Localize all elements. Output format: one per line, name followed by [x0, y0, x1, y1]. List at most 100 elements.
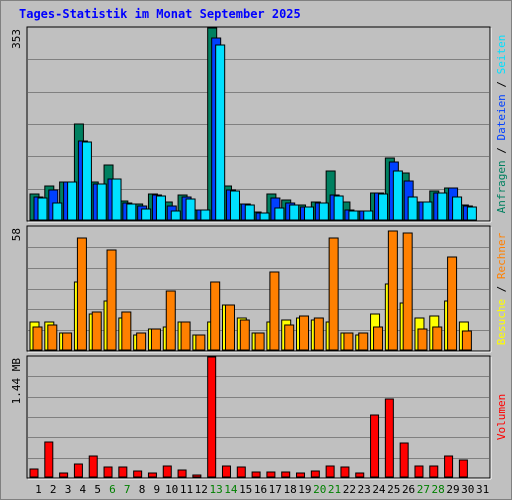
- bar-volumen-day-30: [458, 459, 468, 478]
- xtick-day-15: 15: [239, 483, 252, 496]
- bar-volumen-day-12: [192, 474, 202, 478]
- bar-seiten-day-22: [348, 210, 359, 221]
- bar-rechner-day-10: [165, 290, 176, 351]
- xtick-day-21: 21: [328, 483, 341, 496]
- legend-entry-sep: /: [495, 147, 508, 160]
- xtick-day-4: 4: [80, 483, 87, 496]
- bar-seiten-day-7: [126, 203, 137, 221]
- bar-seiten-day-11: [185, 198, 196, 221]
- bar-rechner-day-9: [150, 328, 161, 351]
- legend-entry-sep: /: [495, 286, 508, 299]
- bar-volumen-day-10: [162, 465, 172, 478]
- bar-rechner-day-20: [313, 317, 324, 351]
- bar-volumen-day-4: [73, 463, 83, 478]
- bar-volumen-day-8: [133, 470, 143, 478]
- bar-volumen-day-13: [207, 356, 217, 478]
- bar-rechner-day-19: [299, 315, 310, 351]
- xtick-day-27: 27: [417, 483, 430, 496]
- xtick-day-18: 18: [283, 483, 296, 496]
- bar-seiten-day-1: [37, 197, 48, 221]
- bar-rechner-day-29: [447, 256, 458, 351]
- bar-volumen-day-9: [147, 472, 157, 478]
- bar-seiten-day-5: [96, 183, 107, 221]
- xtick-day-20: 20: [313, 483, 326, 496]
- bar-rechner-day-6: [106, 249, 117, 351]
- bar-volumen-day-18: [281, 471, 291, 478]
- bar-seiten-day-24: [378, 193, 389, 221]
- bar-volumen-day-1: [29, 468, 39, 478]
- bar-volumen-day-24: [370, 414, 380, 478]
- bar-seiten-day-4: [81, 141, 92, 221]
- bar-seiten-day-25: [392, 170, 403, 221]
- bar-volumen-day-21: [325, 465, 335, 478]
- chart-panel-hits: 353: [10, 26, 492, 223]
- bar-volumen-day-23: [355, 472, 365, 478]
- bar-volumen-day-22: [340, 466, 350, 478]
- bar-rechner-day-12: [195, 334, 206, 351]
- bar-seiten-day-19: [304, 206, 315, 221]
- legend-entry-besuche: Besuche: [495, 299, 508, 345]
- xtick-day-9: 9: [154, 483, 161, 496]
- xtick-day-29: 29: [446, 483, 459, 496]
- ytick-label-hits: 353: [10, 29, 23, 49]
- bar-volumen-day-15: [236, 466, 246, 478]
- xtick-day-8: 8: [139, 483, 146, 496]
- bar-seiten-day-8: [141, 208, 152, 221]
- xtick-day-22: 22: [343, 483, 356, 496]
- bar-seiten-day-16: [259, 212, 270, 221]
- xtick-day-13: 13: [209, 483, 222, 496]
- bar-seiten-day-9: [155, 195, 166, 221]
- bar-rechner-day-22: [343, 332, 354, 351]
- xtick-day-19: 19: [298, 483, 311, 496]
- bar-rechner-day-2: [47, 324, 58, 351]
- bar-volumen-day-2: [44, 441, 54, 478]
- xtick-day-25: 25: [387, 483, 400, 496]
- xtick-day-16: 16: [254, 483, 267, 496]
- bar-seiten-day-30: [466, 206, 477, 221]
- bar-seiten-day-28: [437, 192, 448, 221]
- chart-panel-volume: 1.44 MB: [10, 355, 492, 480]
- bar-seiten-day-14: [229, 190, 240, 221]
- xtick-day-12: 12: [195, 483, 208, 496]
- xtick-day-7: 7: [124, 483, 131, 496]
- bar-seiten-day-12: [200, 209, 211, 221]
- bar-rechner-day-23: [358, 332, 369, 351]
- xtick-day-10: 10: [165, 483, 178, 496]
- xtick-day-3: 3: [65, 483, 72, 496]
- bar-seiten-day-2: [52, 202, 63, 221]
- legend-entry-sep: /: [495, 81, 508, 94]
- bar-seiten-day-21: [333, 195, 344, 221]
- bar-rechner-day-25: [387, 230, 398, 351]
- bar-volumen-day-27: [414, 465, 424, 478]
- xtick-day-26: 26: [402, 483, 415, 496]
- legend-volume: Volumen: [495, 394, 508, 440]
- bar-seiten-day-13: [215, 44, 226, 221]
- bar-seiten-day-29: [452, 196, 463, 221]
- legend-entry-anfragen: Anfragen: [495, 160, 508, 213]
- bar-rechner-day-13: [210, 281, 221, 351]
- bar-volumen-day-28: [429, 465, 439, 478]
- bar-seiten-day-18: [289, 204, 300, 221]
- bar-rechner-day-5: [91, 311, 102, 351]
- bar-volumen-day-26: [399, 442, 409, 478]
- bar-volumen-day-6: [103, 466, 113, 478]
- bar-seiten-day-23: [363, 210, 374, 221]
- bar-seiten-day-10: [170, 210, 181, 221]
- bar-rechner-day-27: [417, 328, 428, 351]
- bar-volumen-day-25: [384, 398, 394, 478]
- legend-entry-dateien: Dateien: [495, 94, 508, 147]
- bar-rechner-day-15: [239, 319, 250, 351]
- bar-seiten-day-17: [274, 207, 285, 221]
- bar-rechner-day-14: [224, 304, 235, 351]
- legend-hits: Anfragen / Dateien / Seiten: [495, 35, 508, 214]
- bar-rechner-day-16: [254, 332, 265, 351]
- bar-rechner-day-4: [76, 237, 87, 351]
- bar-seiten-day-20: [318, 202, 329, 221]
- ytick-label-visits: 58: [10, 228, 23, 241]
- xtick-day-1: 1: [35, 483, 42, 496]
- legend-visits: Besuche / Rechner: [495, 232, 508, 345]
- bar-rechner-day-24: [373, 326, 384, 351]
- bar-rechner-day-8: [136, 332, 147, 351]
